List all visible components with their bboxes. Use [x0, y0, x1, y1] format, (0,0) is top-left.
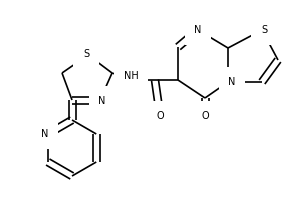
- Text: S: S: [83, 49, 89, 59]
- Text: NH: NH: [124, 71, 138, 81]
- Text: N: N: [98, 96, 106, 106]
- Text: O: O: [201, 111, 209, 121]
- Text: N: N: [228, 77, 236, 87]
- Text: O: O: [156, 111, 164, 121]
- Text: N: N: [41, 129, 48, 139]
- Text: N: N: [194, 25, 202, 35]
- Text: S: S: [261, 25, 267, 35]
